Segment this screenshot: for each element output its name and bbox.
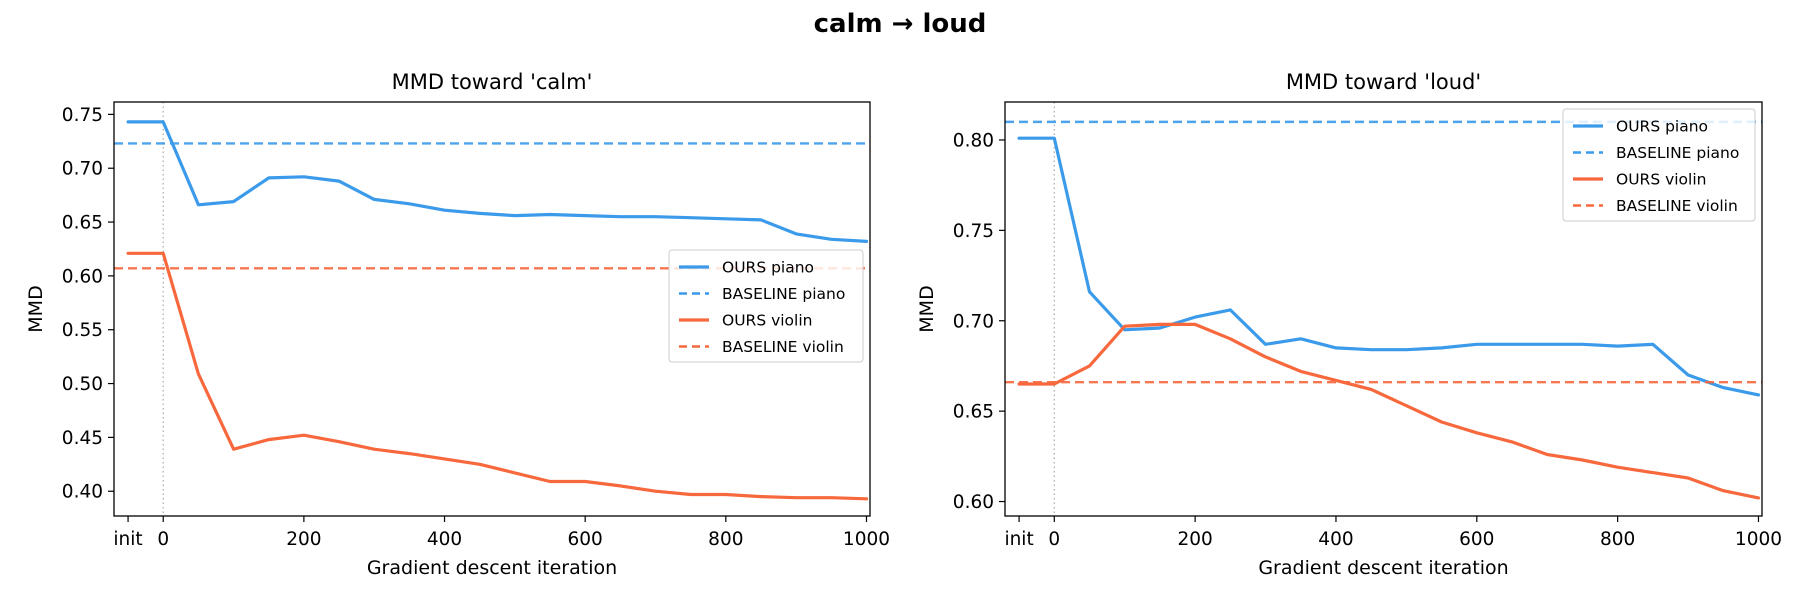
x-tick-label: 0 xyxy=(157,529,169,550)
legend-label: BASELINE piano xyxy=(1616,144,1739,162)
legend-label: OURS violin xyxy=(722,312,812,330)
y-axis-label: MMD xyxy=(916,285,938,332)
x-tick-label: 200 xyxy=(1177,529,1212,550)
chart-panel-1: MMD toward 'calm' init 0 200 400 600 800 1000 0.… xyxy=(25,70,890,579)
y-axis-label: MMD xyxy=(25,285,47,332)
series-line-ours-violin xyxy=(1017,322,1761,500)
legend-label: OURS piano xyxy=(1616,118,1708,136)
x-tick-label: 600 xyxy=(568,529,603,550)
y-tick-label: 0.75 xyxy=(62,105,103,126)
y-tick-label: 0.65 xyxy=(62,213,103,234)
x-tick-label: 400 xyxy=(1318,529,1353,550)
y-tick-label: 0.60 xyxy=(953,492,994,513)
x-tick-label: init xyxy=(1004,529,1033,550)
legend-box xyxy=(1562,108,1756,222)
x-tick-label: 200 xyxy=(286,529,321,550)
series-line-ours-violin xyxy=(126,251,869,501)
axes-frame xyxy=(1004,101,1763,517)
x-tick-label: 400 xyxy=(427,529,462,550)
x-tick-label: init xyxy=(113,529,142,550)
x-axis-label: Gradient descent iteration xyxy=(1258,557,1508,579)
chart-title: MMD toward 'calm' xyxy=(392,70,593,94)
x-tick-label: 800 xyxy=(1600,529,1635,550)
x-tick-label: 1000 xyxy=(1735,529,1782,550)
y-tick-label: 0.65 xyxy=(953,402,994,423)
figure-title: calm → loud xyxy=(814,9,987,39)
series-line-ours-piano xyxy=(126,120,869,243)
y-tick-label: 0.55 xyxy=(62,320,103,341)
chart-panel-2: MMD toward 'loud' init 0 200 400 600 800 1000 0.… xyxy=(916,70,1782,579)
legend-label: BASELINE violin xyxy=(1616,197,1738,215)
legend-label: BASELINE violin xyxy=(722,338,844,356)
chart-title: MMD toward 'loud' xyxy=(1286,70,1481,94)
y-tick-label: 0.75 xyxy=(953,221,994,242)
legend-label: OURS piano xyxy=(722,259,814,277)
y-tick-label: 0.70 xyxy=(953,311,994,332)
y-tick-label: 0.60 xyxy=(62,266,103,287)
x-tick-label: 800 xyxy=(708,529,743,550)
x-axis-label: Gradient descent iteration xyxy=(367,557,617,579)
series-line-ours-piano xyxy=(1017,136,1761,397)
y-tick-label: 0.40 xyxy=(62,482,103,503)
y-tick-label: 0.45 xyxy=(62,428,103,449)
axes-frame xyxy=(113,101,871,517)
plot-area xyxy=(1005,102,1762,516)
legend-label: OURS violin xyxy=(1616,171,1706,189)
y-tick-label: 0.80 xyxy=(953,130,994,151)
legend-box xyxy=(668,249,864,363)
legend: OURS piano BASELINE piano OURS violin BASEL… xyxy=(668,249,864,363)
legend-label: BASELINE piano xyxy=(722,285,845,303)
x-tick-label: 600 xyxy=(1459,529,1494,550)
y-tick-label: 0.70 xyxy=(62,159,103,180)
x-tick-label: 0 xyxy=(1048,529,1060,550)
legend: OURS piano BASELINE piano OURS violin BASEL… xyxy=(1562,108,1756,222)
y-tick-label: 0.50 xyxy=(62,374,103,395)
x-tick-label: 1000 xyxy=(843,529,890,550)
